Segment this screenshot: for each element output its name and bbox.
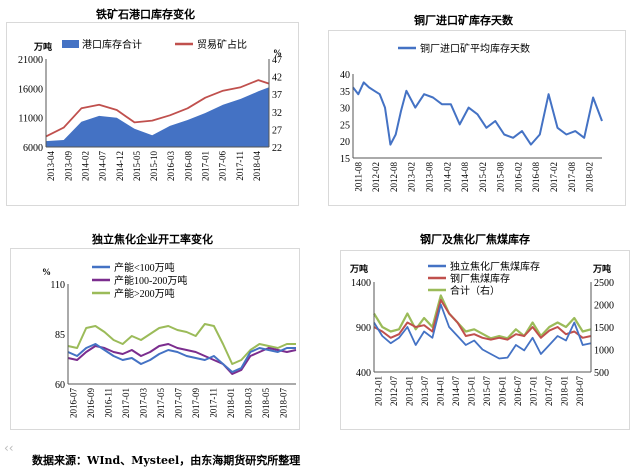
chart-title-copper: 铜厂进口矿库存天数	[414, 14, 513, 27]
corner-mark: ‹‹	[4, 441, 14, 455]
chart-title-coking-rate: 独立焦化企业开工率变化	[92, 233, 213, 246]
chart-panel-copper	[328, 30, 626, 206]
chart-panel-iron-ore	[6, 22, 299, 206]
chart-title-coking-coal: 钢厂及焦化厂焦煤库存	[420, 233, 530, 246]
chart-panel-coking-rate	[10, 248, 300, 430]
chart-panel-coking-coal	[340, 250, 630, 430]
chart-title-iron-ore: 铁矿石港口库存变化	[96, 8, 195, 21]
data-source-note: 数据来源：WInd、Mysteel，由东海期货研究所整理	[32, 454, 301, 467]
